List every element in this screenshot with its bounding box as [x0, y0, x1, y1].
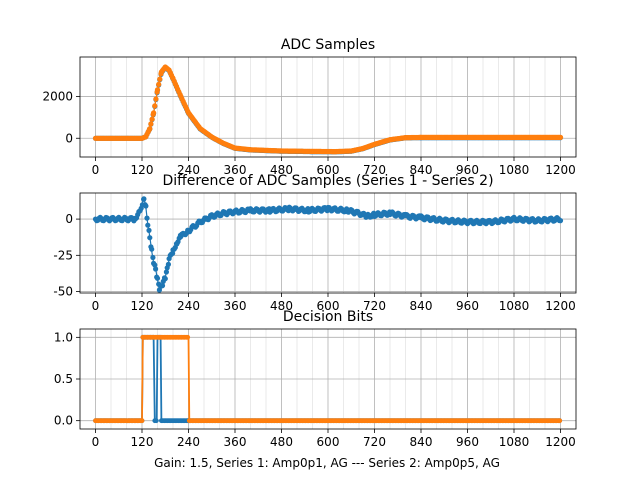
data-point: [139, 418, 145, 424]
data-point: [185, 334, 191, 340]
data-point: [163, 269, 169, 275]
plot-area: [92, 64, 564, 155]
x-tick-label: 120: [131, 163, 154, 177]
y-tick-label: -25: [53, 248, 73, 262]
data-point: [165, 261, 171, 267]
data-point: [157, 76, 163, 82]
data-point: [147, 126, 153, 132]
x-tick-label: 840: [410, 163, 433, 177]
data-point: [144, 215, 150, 221]
y-tick-label: 1.0: [54, 330, 73, 344]
x-tick-label: 1080: [499, 435, 530, 449]
data-point: [149, 116, 155, 122]
subplot-3: Decision Bits 0 120 240 360 480 600 720 840 960 10…: [54, 309, 577, 449]
x-tick-label: 1080: [499, 299, 530, 313]
x-tick-label: 480: [270, 435, 293, 449]
data-point: [143, 203, 149, 209]
x-tick-label: 840: [410, 299, 433, 313]
data-point: [557, 418, 563, 424]
data-point: [147, 235, 153, 241]
subplot-1-title: ADC Samples: [281, 37, 375, 53]
plot-area: [93, 334, 563, 424]
subplot-3-title: Decision Bits: [283, 309, 373, 325]
data-point: [141, 196, 147, 202]
x-tick-label: 240: [177, 435, 200, 449]
y-tick-label: -50: [53, 285, 73, 299]
y-tick-label: 2000: [42, 90, 73, 104]
subplot-2: Difference of ADC Samples (Series 1 - Se…: [53, 173, 577, 313]
x-tick-label: 720: [363, 163, 386, 177]
series-2: [92, 64, 564, 155]
data-point: [150, 254, 156, 261]
data-point: [152, 262, 158, 268]
data-point: [153, 266, 159, 272]
data-point: [557, 218, 564, 224]
x-tick-label: 360: [224, 299, 247, 313]
x-tick-label: 960: [456, 163, 479, 177]
y-tick-label: 0.5: [54, 372, 73, 386]
x-tick-label: 360: [224, 435, 247, 449]
data-point: [153, 418, 159, 424]
data-point: [557, 134, 564, 140]
x-tick-label: 0: [92, 163, 100, 177]
axes-frame: [79, 56, 577, 158]
y-tick-label: 0.0: [54, 414, 73, 428]
axes-frame: [79, 192, 577, 294]
data-point: [146, 227, 152, 233]
subplots: ADC Samples 0 120 240 360 480 600 720 840 960 1080…: [42, 37, 577, 449]
x-tick-label: 120: [131, 299, 154, 313]
data-point: [162, 276, 168, 282]
x-tick-label: 1200: [545, 299, 576, 313]
x-tick-label: 360: [224, 163, 247, 177]
x-tick-label: 240: [177, 163, 200, 177]
subplot-2-title: Difference of ADC Samples (Series 1 - Se…: [162, 173, 493, 189]
x-tick-label: 480: [270, 163, 293, 177]
series-2: [93, 334, 563, 424]
data-point: [153, 96, 159, 102]
data-point: [148, 121, 154, 127]
y-tick-label: 0: [65, 212, 73, 226]
data-point: [154, 87, 161, 93]
x-tick-label: 1080: [499, 163, 530, 177]
data-point: [154, 275, 161, 281]
axes-frame: [79, 328, 577, 430]
x-tick-label: 0: [92, 435, 100, 449]
x-tick-label: 840: [410, 435, 433, 449]
x-tick-label: 1200: [545, 435, 576, 449]
x-tick-label: 0: [92, 299, 100, 313]
data-point: [156, 81, 162, 87]
x-tick-label: 600: [317, 299, 340, 313]
plot-area: [92, 196, 564, 293]
data-point: [159, 283, 166, 289]
series-1: [92, 196, 564, 293]
x-tick-label: 960: [456, 435, 479, 449]
x-tick-label: 960: [456, 299, 479, 313]
x-tick-label: 240: [177, 299, 200, 313]
data-point: [151, 110, 157, 116]
x-tick-label: 600: [317, 435, 340, 449]
x-tick-label: 720: [363, 299, 386, 313]
subplot-1: ADC Samples 0 120 240 360 480 600 720 840 960 1080…: [42, 37, 577, 177]
x-tick-label: 600: [317, 163, 340, 177]
x-tick-label: 720: [363, 435, 386, 449]
x-tick-label: 480: [270, 299, 293, 313]
y-tick-label: 0: [65, 131, 73, 145]
x-tick-label: 120: [131, 435, 154, 449]
x-tick-label: 1200: [545, 163, 576, 177]
data-point: [152, 103, 158, 109]
figure-xlabel: Gain: 1.5, Series 1: Amp0p1, AG --- Seri…: [154, 456, 500, 470]
data-point: [149, 246, 155, 252]
data-point: [145, 222, 151, 228]
